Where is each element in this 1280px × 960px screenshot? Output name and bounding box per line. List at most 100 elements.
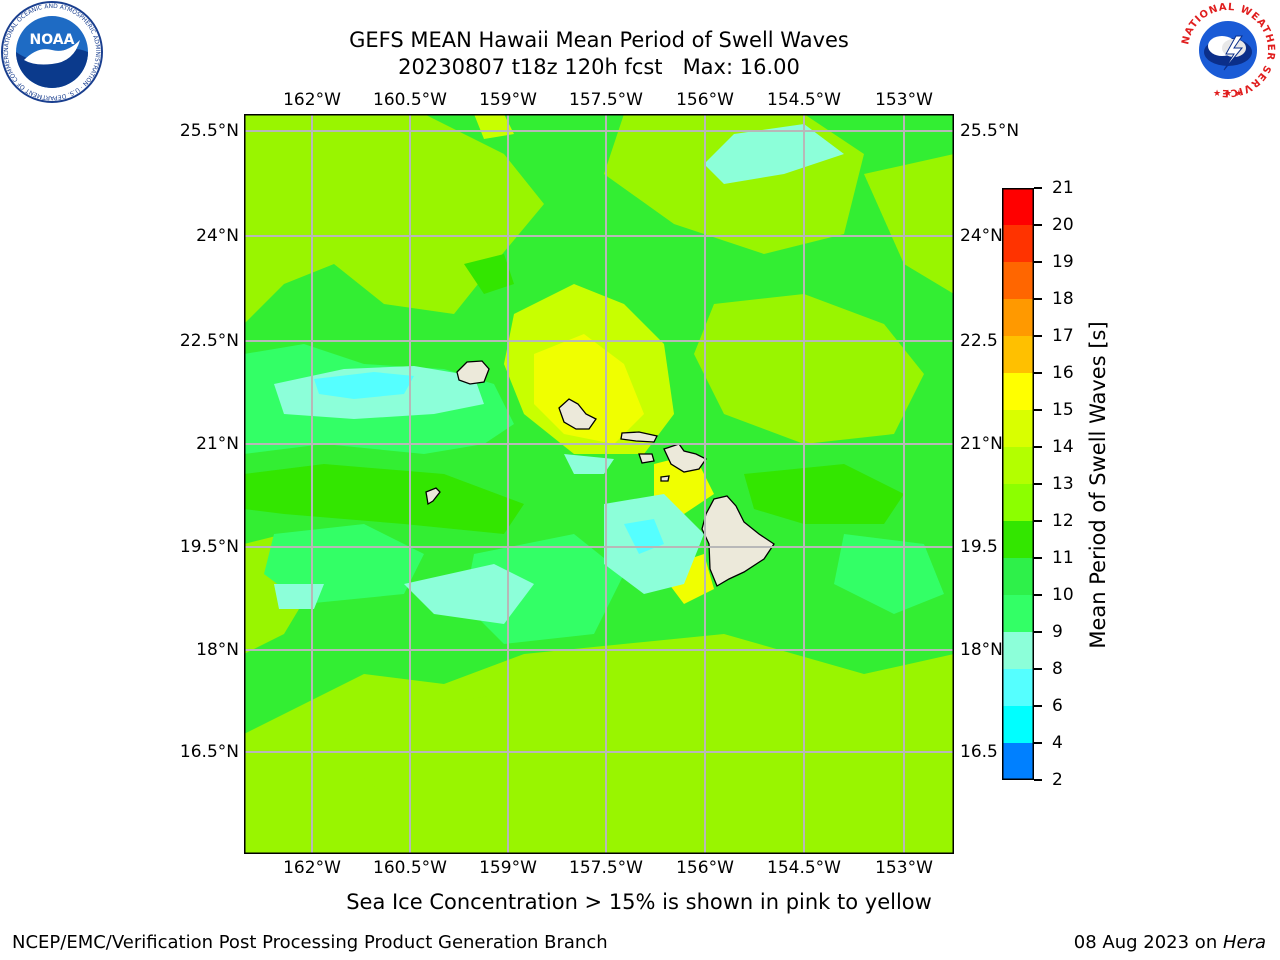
- colorbar-segment: [1002, 447, 1034, 485]
- tick-label: 18°N: [960, 640, 1003, 660]
- colorbar-segment: [1002, 558, 1034, 596]
- tick-label: 159°W: [479, 858, 537, 878]
- colorbar-tick-mark: [1034, 446, 1042, 448]
- colorbar-tick-label: 16: [1052, 363, 1074, 383]
- tick-label: 160.5°W: [373, 858, 447, 878]
- colorbar-segment: [1002, 373, 1034, 411]
- sea-ice-caption: Sea Ice Concentration > 15% is shown in …: [346, 890, 932, 914]
- colorbar-segment: [1002, 225, 1034, 263]
- hawaiian-islands: [425, 360, 775, 587]
- colorbar-segment: [1002, 410, 1034, 448]
- tick-label: 25.5°N: [179, 121, 239, 141]
- colorbar-tick-mark: [1034, 557, 1042, 559]
- tick-label: 162°W: [283, 90, 341, 110]
- tick-label: 156°W: [676, 90, 734, 110]
- colorbar-tick-mark: [1034, 372, 1042, 374]
- colorbar-segment: [1002, 188, 1034, 226]
- tick-label: 153°W: [875, 90, 933, 110]
- colorbar-segment: [1002, 521, 1034, 559]
- colorbar-segment: [1002, 743, 1034, 781]
- colorbar-tick-mark: [1034, 520, 1042, 522]
- nws-stars: ★ ★ ★: [1213, 89, 1243, 99]
- tick-label: 21°N: [196, 434, 239, 454]
- colorbar-tick-label: 6: [1052, 696, 1063, 716]
- tick-label: 154.5°W: [767, 90, 841, 110]
- tick-label: 25.5°N: [960, 121, 1020, 141]
- map-frame: [244, 114, 954, 854]
- tick-label: 160.5°W: [373, 90, 447, 110]
- colorbar-tick-mark: [1034, 631, 1042, 633]
- colorbar-segment: [1002, 669, 1034, 707]
- island-molokai: [620, 431, 658, 443]
- colorbar-tick-mark: [1034, 335, 1042, 337]
- tick-label: 157.5°W: [569, 90, 643, 110]
- colorbar-tick-label: 17: [1052, 326, 1074, 346]
- island-oahu: [558, 398, 597, 430]
- tick-label: 21°N: [960, 434, 1003, 454]
- chart-subtitle: 20230807 t18z 120h fcst Max: 16.00: [398, 55, 800, 79]
- island-niihau: [425, 487, 441, 506]
- chart-title: GEFS MEAN Hawaii Mean Period of Swell Wa…: [349, 28, 849, 52]
- tick-label: 16.5: [960, 742, 998, 762]
- colorbar-frame: [1002, 188, 1034, 780]
- tick-label: 154.5°W: [767, 858, 841, 878]
- colorbar-tick-label: 13: [1052, 474, 1074, 494]
- tick-label: 157.5°W: [569, 858, 643, 878]
- colorbar-tick-label: 12: [1052, 511, 1074, 531]
- colorbar-tick-mark: [1034, 483, 1042, 485]
- colorbar-label: Mean Period of Swell Waves [s]: [1086, 321, 1110, 649]
- colorbar-tick-mark: [1034, 668, 1042, 670]
- island-kauai: [456, 360, 490, 385]
- tick-label: 22.5°N: [179, 331, 239, 351]
- colorbar-segment: [1002, 484, 1034, 522]
- colorbar-tick-label: 18: [1052, 289, 1074, 309]
- tick-label: 16.5°N: [179, 742, 239, 762]
- graticule: [244, 114, 954, 854]
- tick-label: 24°N: [960, 226, 1003, 246]
- tick-label: 153°W: [875, 858, 933, 878]
- colorbar-tick-mark: [1034, 705, 1042, 707]
- colorbar-segment: [1002, 706, 1034, 744]
- colorbar-tick-mark: [1034, 187, 1042, 189]
- noaa-logo-text: NOAA: [30, 32, 75, 48]
- colorbar-segment: [1002, 595, 1034, 633]
- colorbar-segment: [1002, 336, 1034, 374]
- colorbar-segment: [1002, 262, 1034, 300]
- tick-label: 159°W: [479, 90, 537, 110]
- colorbar-tick-label: 14: [1052, 437, 1074, 457]
- nws-logo: NATIONAL WEATHER SERVICE ★ ★ ★: [1178, 0, 1278, 100]
- island-lanai: [638, 453, 655, 464]
- footer-date-text: 08 Aug 2023 on: [1073, 932, 1223, 953]
- noaa-logo: NATIONAL OCEANIC AND ATMOSPHERIC ADMINIS…: [0, 0, 104, 104]
- footer-date: 08 Aug 2023 on Hera: [1074, 932, 1266, 953]
- swell-period-map: [244, 114, 954, 854]
- colorbar-segment: [1002, 299, 1034, 337]
- colorbar-tick-label: 9: [1052, 622, 1063, 642]
- colorbar: [1002, 188, 1034, 781]
- colorbar-tick-mark: [1034, 224, 1042, 226]
- colorbar-tick-mark: [1034, 742, 1042, 744]
- colorbar-tick-label: 20: [1052, 215, 1074, 235]
- tick-label: 19.5: [960, 537, 998, 557]
- tick-label: 19.5°N: [179, 537, 239, 557]
- colorbar-tick-label: 15: [1052, 400, 1074, 420]
- colorbar-tick-mark: [1034, 261, 1042, 263]
- colorbar-tick-label: 2: [1052, 770, 1063, 790]
- island-kahoolawe: [660, 475, 670, 482]
- footer-machine: Hera: [1222, 932, 1266, 953]
- colorbar-tick-mark: [1034, 409, 1042, 411]
- colorbar-tick-label: 4: [1052, 733, 1063, 753]
- colorbar-tick-label: 19: [1052, 252, 1074, 272]
- tick-label: 162°W: [283, 858, 341, 878]
- colorbar-tick-label: 10: [1052, 585, 1074, 605]
- colorbar-tick-label: 8: [1052, 659, 1063, 679]
- colorbar-segment: [1002, 632, 1034, 670]
- colorbar-tick-label: 21: [1052, 178, 1074, 198]
- tick-label: 22.5: [960, 331, 998, 351]
- tick-label: 24°N: [196, 226, 239, 246]
- footer-credit: NCEP/EMC/Verification Post Processing Pr…: [12, 932, 608, 953]
- colorbar-tick-mark: [1034, 594, 1042, 596]
- colorbar-tick-mark: [1034, 298, 1042, 300]
- colorbar-tick-mark: [1034, 779, 1042, 781]
- colorbar-tick-label: 11: [1052, 548, 1074, 568]
